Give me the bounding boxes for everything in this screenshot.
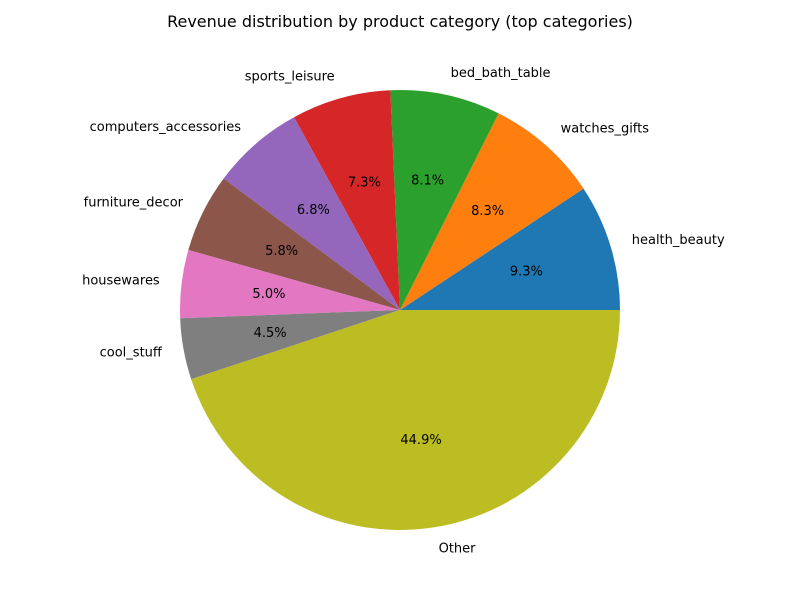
pie-slice-computers-accessories bbox=[223, 117, 400, 311]
pie-category-label-furniture-decor: furniture_decor bbox=[84, 195, 184, 210]
pie-category-label-bed-bath-table: bed_bath_table bbox=[451, 66, 551, 81]
pie-pct-label-sports-leisure: 7.3% bbox=[348, 175, 381, 190]
pie-slices bbox=[179, 90, 620, 530]
chart-title: Revenue distribution by product category… bbox=[167, 12, 633, 31]
pie-category-label-sports-leisure: sports_leisure bbox=[245, 69, 335, 84]
pie-category-label-computers-accessories: computers_accessories bbox=[90, 120, 242, 135]
pie-slice-bed-bath-table bbox=[390, 90, 499, 310]
pie-category-label-housewares: housewares bbox=[82, 274, 160, 289]
pie-pct-label-other: 44.9% bbox=[400, 433, 441, 448]
pie-category-label-watches-gifts: watches_gifts bbox=[561, 121, 650, 136]
pie-category-label-other: Other bbox=[439, 541, 477, 556]
pie-pct-label-health-beauty: 9.3% bbox=[510, 264, 543, 279]
pie-slice-other bbox=[191, 310, 620, 530]
pie-category-label-health-beauty: health_beauty bbox=[632, 233, 725, 248]
pie-pct-label-watches-gifts: 8.3% bbox=[471, 204, 504, 219]
pie-pct-label-furniture-decor: 5.8% bbox=[265, 244, 298, 259]
pie-pct-label-cool-stuff: 4.5% bbox=[254, 326, 287, 341]
pie-slice-sports-leisure bbox=[294, 90, 400, 310]
pie-pct-label-computers-accessories: 6.8% bbox=[297, 203, 330, 218]
pie-slice-watches-gifts bbox=[400, 113, 584, 310]
pie-category-label-cool-stuff: cool_stuff bbox=[100, 346, 163, 361]
pie-slice-cool-stuff bbox=[180, 310, 400, 380]
pie-slice-furniture-decor bbox=[188, 178, 400, 310]
pie-labels: 9.3% health_beauty 8.3% watches_gifts 8.1% be… bbox=[82, 66, 725, 557]
pie-pct-label-housewares: 5.0% bbox=[252, 287, 285, 302]
pie-slice-housewares bbox=[179, 249, 400, 319]
pie-slice-health-beauty bbox=[400, 188, 620, 310]
pie-pct-label-bed-bath-table: 8.1% bbox=[411, 173, 444, 188]
